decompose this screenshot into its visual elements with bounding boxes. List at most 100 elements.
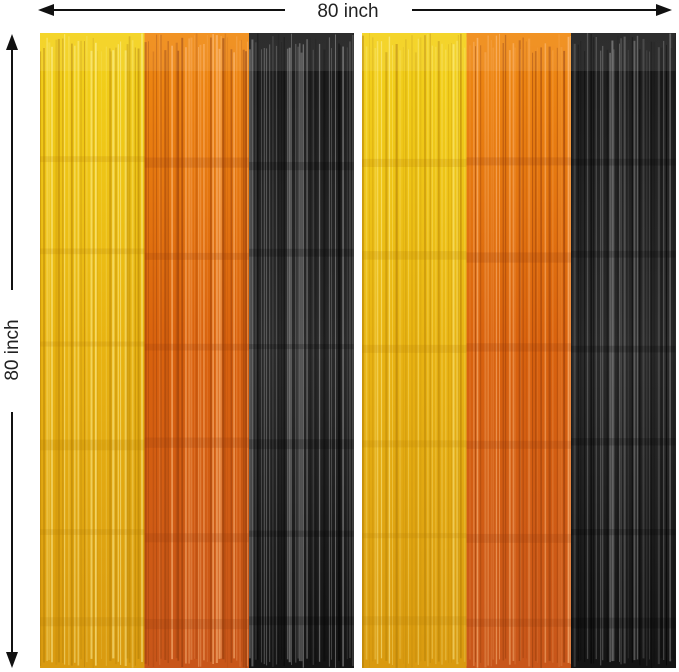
fringe-strip bbox=[218, 48, 221, 659]
fold-shadow bbox=[249, 344, 354, 350]
fringe-strip bbox=[437, 41, 440, 662]
fringe-strip bbox=[124, 50, 127, 666]
fringe-strip bbox=[181, 37, 184, 668]
fold-shadow bbox=[571, 617, 676, 629]
fringe-strip bbox=[584, 51, 586, 663]
fold-shadow bbox=[144, 157, 249, 168]
fringe-strip bbox=[556, 47, 558, 663]
fringe-strip bbox=[212, 34, 214, 665]
fringe-strip bbox=[495, 35, 498, 665]
fringe-strip bbox=[269, 44, 271, 662]
fringe-strip bbox=[602, 45, 604, 661]
width-dimension: 80 inch bbox=[38, 1, 672, 22]
curtain-panel bbox=[362, 33, 676, 669]
fold-shadow bbox=[571, 158, 676, 166]
fringe-strip bbox=[457, 35, 459, 663]
fringe-strip bbox=[499, 33, 500, 660]
fringe-strip bbox=[128, 36, 131, 663]
fringe-strip bbox=[476, 37, 479, 668]
fold-shadow bbox=[362, 616, 467, 626]
fringe-strip bbox=[392, 45, 393, 665]
fringe-strip bbox=[460, 33, 462, 659]
fringe-strip bbox=[385, 52, 388, 661]
fringe-strip bbox=[649, 51, 650, 660]
fringe-strip bbox=[520, 49, 522, 661]
fold-shadow bbox=[40, 529, 145, 535]
fringe-strip bbox=[109, 48, 111, 661]
fringe-strip bbox=[195, 33, 198, 659]
fringe-strip bbox=[544, 43, 547, 663]
fold-shadow bbox=[144, 252, 249, 260]
fringe-strip bbox=[518, 40, 521, 662]
height-dimension: 80 inch bbox=[2, 34, 23, 668]
fringe-strip bbox=[456, 40, 459, 665]
fringe-strip bbox=[137, 48, 140, 659]
fringe-strip bbox=[144, 42, 147, 664]
fringe-strip bbox=[283, 37, 285, 667]
fold-shadow bbox=[144, 618, 249, 630]
fringe-strip bbox=[315, 38, 317, 665]
fringe-strip bbox=[185, 47, 187, 664]
fringe-strip bbox=[352, 35, 354, 667]
fold-shadow bbox=[362, 158, 467, 167]
fringe-strip bbox=[55, 39, 58, 665]
fringe-strip bbox=[552, 50, 554, 663]
fold-shadow bbox=[40, 617, 145, 627]
fringe-strip bbox=[51, 46, 53, 663]
fringe-strip bbox=[159, 34, 161, 665]
fringe-strip bbox=[627, 49, 629, 659]
fringe-strip bbox=[619, 43, 620, 663]
fringe-strip bbox=[346, 47, 348, 660]
foil-band bbox=[40, 33, 145, 668]
fringe-strip bbox=[97, 50, 98, 664]
fringe-strip bbox=[473, 41, 475, 666]
fringe-strip bbox=[525, 41, 527, 659]
fringe-strip bbox=[101, 51, 102, 659]
fold-shadow bbox=[249, 439, 354, 450]
fringe-strip bbox=[402, 47, 404, 664]
fringe-strip bbox=[448, 44, 449, 663]
fringe-strip bbox=[295, 43, 297, 663]
fringe-strip bbox=[326, 38, 328, 660]
fringe-strip bbox=[577, 44, 579, 662]
fringe-strip bbox=[532, 52, 534, 668]
fringe-strip bbox=[408, 49, 409, 664]
fringe-strip bbox=[115, 47, 117, 665]
fringe-strip bbox=[528, 38, 531, 667]
fringe-strip bbox=[239, 40, 241, 667]
fringe-strip bbox=[388, 36, 391, 664]
fringe-strip bbox=[112, 50, 115, 659]
fringe-strip bbox=[318, 43, 321, 662]
fringe-strip bbox=[175, 42, 178, 659]
fringe-strip bbox=[469, 45, 471, 660]
fringe-strip bbox=[64, 34, 66, 665]
fringe-strip bbox=[194, 35, 196, 659]
fringe-strip bbox=[514, 47, 516, 665]
fringe-strip bbox=[657, 47, 660, 665]
fringe-strip bbox=[298, 43, 301, 662]
fringe-strip bbox=[105, 46, 107, 666]
fringe-strip bbox=[560, 47, 563, 666]
curtain-panel bbox=[40, 33, 354, 668]
fringe-strip bbox=[92, 38, 94, 668]
fold-shadow bbox=[249, 248, 354, 257]
fringe-strip bbox=[490, 40, 492, 667]
fringe-strip bbox=[600, 50, 602, 666]
fold-shadow bbox=[40, 248, 145, 255]
fringe-strip bbox=[548, 46, 551, 661]
fringe-strip bbox=[663, 40, 665, 660]
foil-band bbox=[466, 33, 572, 668]
fringe-strip bbox=[210, 37, 212, 662]
fringe-strip bbox=[429, 33, 431, 663]
arrow-head bbox=[38, 4, 54, 16]
fringe-strip bbox=[419, 37, 422, 662]
fringe-strip bbox=[435, 46, 437, 665]
fringe-strip bbox=[480, 45, 482, 663]
fringe-strip bbox=[595, 37, 597, 660]
fringe-strip bbox=[266, 48, 268, 666]
fringe-strip bbox=[669, 33, 672, 662]
fringe-strip bbox=[148, 41, 149, 666]
fold-shadow bbox=[144, 533, 249, 543]
